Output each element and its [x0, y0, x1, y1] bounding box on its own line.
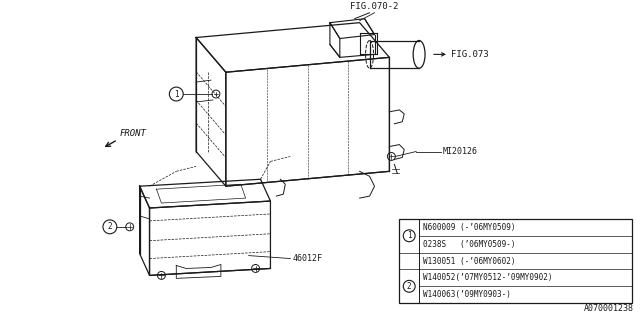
Text: 1: 1	[407, 231, 412, 240]
Text: FIG.073: FIG.073	[451, 50, 488, 59]
Text: 2: 2	[407, 282, 412, 291]
Text: 46012F: 46012F	[292, 254, 323, 263]
Text: W130051 (-’06MY0602): W130051 (-’06MY0602)	[423, 257, 516, 266]
Text: W140052(’07MY0512-’09MY0902): W140052(’07MY0512-’09MY0902)	[423, 273, 552, 282]
Text: N600009 (-’06MY0509): N600009 (-’06MY0509)	[423, 223, 516, 232]
Text: FIG.070-2: FIG.070-2	[350, 2, 399, 11]
Text: FRONT: FRONT	[120, 129, 147, 138]
Bar	[399, 219, 632, 303]
Text: 0238S   (’06MY0509-): 0238S (’06MY0509-)	[423, 240, 516, 249]
Text: A070001238: A070001238	[584, 304, 634, 313]
Text: W140063(’09MY0903-): W140063(’09MY0903-)	[423, 290, 511, 299]
Text: MI20126: MI20126	[443, 147, 478, 156]
Text: 1: 1	[174, 90, 179, 99]
Text: 2: 2	[108, 222, 112, 231]
